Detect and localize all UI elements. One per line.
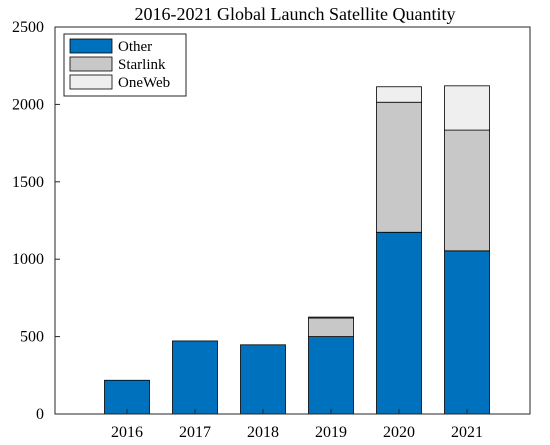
bar-oneweb-2021 (444, 85, 490, 131)
legend-label-starlink: Starlink (118, 57, 166, 73)
bar-other-2020 (376, 231, 422, 415)
x-tick-label: 2021 (451, 424, 483, 441)
legend-swatch-oneweb (69, 74, 113, 90)
bar-other-2018 (240, 344, 286, 415)
y-tick-label: 1000 (12, 251, 44, 268)
legend-swatch-starlink (69, 56, 113, 72)
bar-oneweb-2019 (308, 316, 354, 319)
y-tick-label: 0 (36, 406, 44, 423)
bar-oneweb-2020 (376, 86, 422, 103)
bar-other-2019 (308, 336, 354, 415)
x-tick-label: 2016 (111, 424, 143, 441)
bar-other-2016 (104, 379, 150, 415)
x-tick-label: 2018 (247, 424, 279, 441)
bar-starlink-2021 (444, 129, 490, 252)
x-tick-label: 2019 (315, 424, 347, 441)
bars-layer (104, 85, 490, 415)
y-tick-label: 2000 (12, 96, 44, 113)
legend-label-oneweb: OneWeb (118, 75, 170, 91)
y-tick-label: 500 (20, 329, 44, 346)
bar-other-2017 (172, 340, 218, 415)
x-tick-label: 2017 (179, 424, 211, 441)
plot-frame (54, 26, 531, 415)
legend: Other Starlink OneWeb (63, 33, 187, 97)
y-tick-label: 1500 (12, 174, 44, 191)
bar-other-2021 (444, 250, 490, 415)
legend-swatch-other (69, 38, 113, 54)
bar-starlink-2020 (376, 101, 422, 233)
x-tick-label: 2020 (383, 424, 415, 441)
y-tick-label: 2500 (12, 19, 44, 36)
chart-title: 2016-2021 Global Launch Satellite Quanti… (135, 4, 456, 24)
legend-label-other: Other (118, 39, 152, 55)
ticks-layer: 2016 2017 2018 2019 2020 2021 0 500 1000 1500 2000… (12, 19, 483, 441)
bar-starlink-2019 (308, 317, 354, 337)
